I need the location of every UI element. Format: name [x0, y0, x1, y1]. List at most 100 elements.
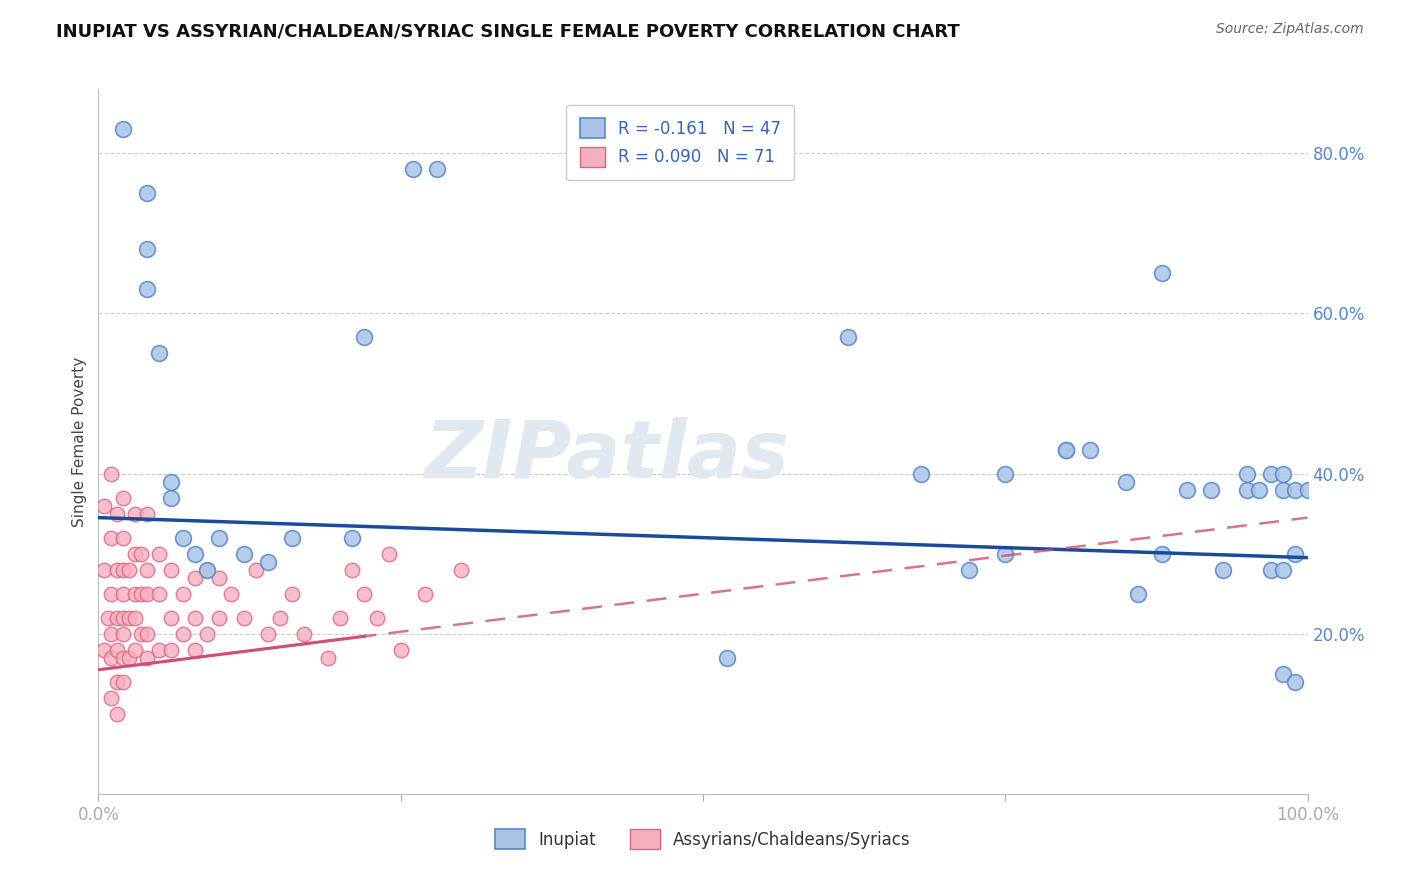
Point — [426, 162, 449, 177]
Point — [105, 563, 128, 577]
Point — [124, 547, 146, 561]
Point — [111, 610, 134, 624]
Point — [281, 531, 304, 545]
Point — [148, 346, 170, 360]
Point — [118, 610, 141, 624]
Point — [1284, 483, 1306, 497]
Point — [316, 650, 339, 665]
Point — [148, 642, 170, 657]
Point — [111, 491, 134, 505]
Point — [184, 571, 207, 585]
Point — [1260, 467, 1282, 481]
Point — [118, 563, 141, 577]
Point — [195, 626, 218, 640]
Point — [1236, 483, 1258, 497]
Point — [172, 587, 194, 601]
Point — [1249, 483, 1271, 497]
Point — [1236, 467, 1258, 481]
Point — [93, 499, 115, 513]
Point — [93, 563, 115, 577]
Point — [105, 642, 128, 657]
Point — [111, 563, 134, 577]
Point — [100, 690, 122, 705]
Point — [129, 587, 152, 601]
Legend: Inupiat, Assyrians/Chaldeans/Syriacs: Inupiat, Assyrians/Chaldeans/Syriacs — [489, 822, 917, 856]
Point — [105, 610, 128, 624]
Point — [342, 531, 364, 545]
Point — [111, 674, 134, 689]
Point — [1152, 547, 1174, 561]
Point — [1128, 587, 1150, 601]
Y-axis label: Single Female Poverty: Single Female Poverty — [72, 357, 87, 526]
Point — [124, 587, 146, 601]
Point — [1199, 483, 1222, 497]
Point — [402, 162, 425, 177]
Point — [353, 330, 375, 344]
Point — [135, 650, 157, 665]
Point — [184, 547, 207, 561]
Point — [184, 610, 207, 624]
Point — [93, 642, 115, 657]
Point — [1175, 483, 1198, 497]
Point — [232, 547, 254, 561]
Point — [366, 610, 388, 624]
Point — [1054, 442, 1077, 457]
Point — [135, 186, 157, 201]
Point — [172, 531, 194, 545]
Point — [135, 587, 157, 601]
Point — [1212, 563, 1234, 577]
Point — [957, 563, 980, 577]
Point — [1272, 467, 1295, 481]
Point — [172, 626, 194, 640]
Point — [716, 650, 738, 665]
Point — [124, 610, 146, 624]
Point — [342, 563, 364, 577]
Text: Source: ZipAtlas.com: Source: ZipAtlas.com — [1216, 22, 1364, 37]
Point — [1054, 442, 1077, 457]
Point — [377, 547, 399, 561]
Point — [450, 563, 472, 577]
Point — [135, 282, 157, 296]
Point — [281, 587, 304, 601]
Point — [269, 610, 291, 624]
Point — [994, 547, 1017, 561]
Point — [111, 531, 134, 545]
Point — [135, 626, 157, 640]
Text: INUPIAT VS ASSYRIAN/CHALDEAN/SYRIAC SINGLE FEMALE POVERTY CORRELATION CHART: INUPIAT VS ASSYRIAN/CHALDEAN/SYRIAC SING… — [56, 22, 960, 40]
Point — [100, 650, 122, 665]
Point — [221, 587, 243, 601]
Point — [129, 547, 152, 561]
Point — [105, 507, 128, 521]
Point — [1296, 483, 1319, 497]
Point — [195, 563, 218, 577]
Point — [111, 587, 134, 601]
Point — [160, 475, 183, 489]
Point — [910, 467, 932, 481]
Text: ZIPatlas: ZIPatlas — [423, 417, 789, 495]
Point — [256, 626, 278, 640]
Point — [389, 642, 412, 657]
Point — [160, 610, 183, 624]
Point — [124, 507, 146, 521]
Point — [232, 610, 254, 624]
Point — [160, 563, 183, 577]
Point — [100, 467, 122, 481]
Point — [208, 571, 231, 585]
Point — [135, 243, 157, 257]
Point — [100, 531, 122, 545]
Point — [100, 587, 122, 601]
Point — [105, 674, 128, 689]
Point — [100, 626, 122, 640]
Point — [160, 642, 183, 657]
Point — [160, 491, 183, 505]
Point — [208, 531, 231, 545]
Point — [1115, 475, 1137, 489]
Point — [353, 587, 375, 601]
Point — [111, 122, 134, 136]
Point — [124, 642, 146, 657]
Point — [1284, 547, 1306, 561]
Point — [148, 587, 170, 601]
Point — [245, 563, 267, 577]
Point — [994, 467, 1017, 481]
Point — [135, 507, 157, 521]
